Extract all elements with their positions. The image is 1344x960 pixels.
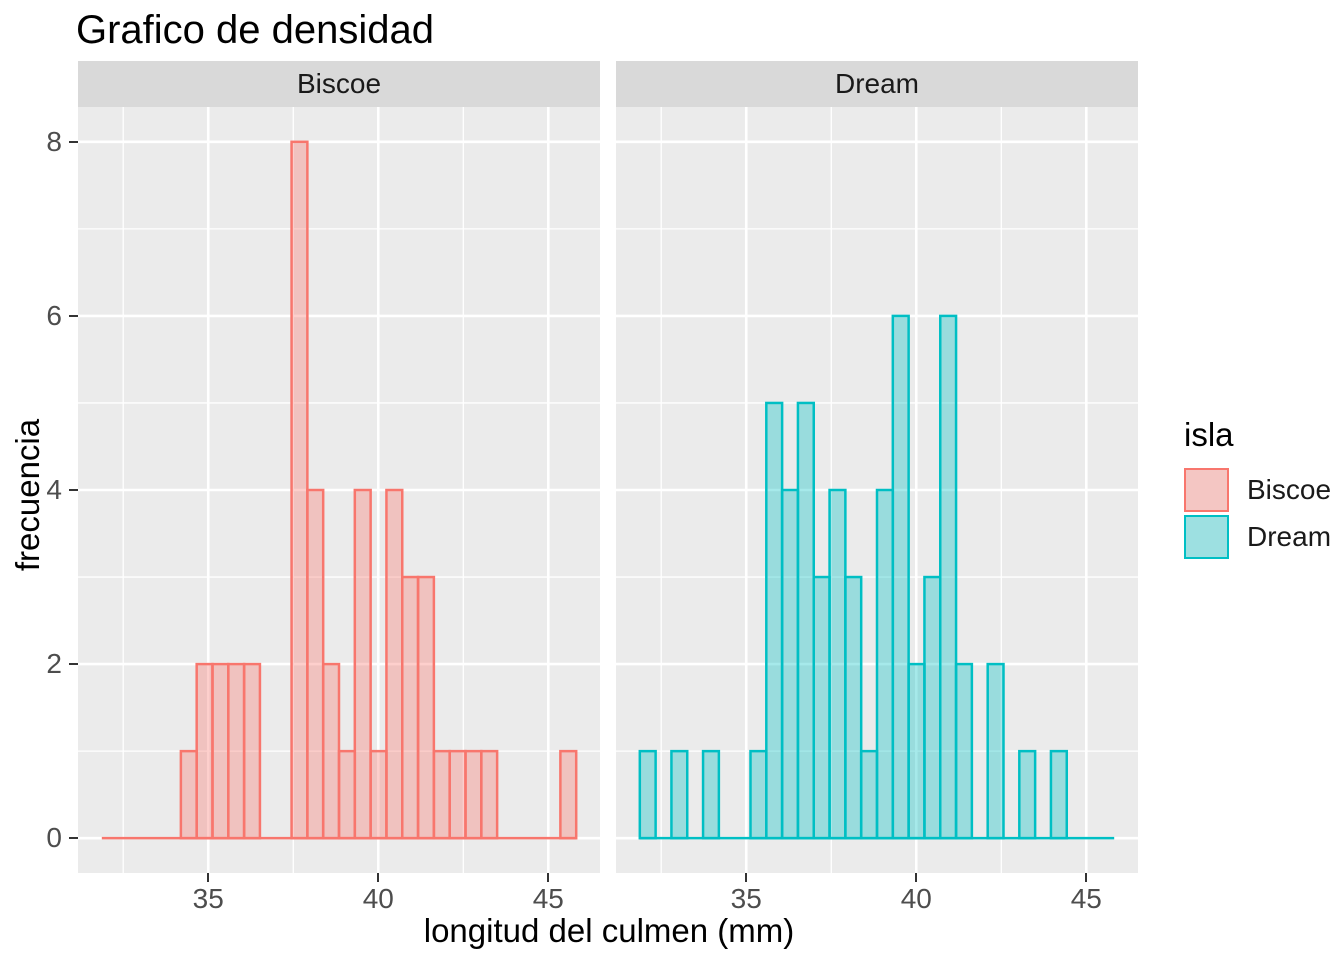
histogram-bar xyxy=(195,662,214,840)
histogram-bar xyxy=(290,140,309,840)
histogram-bar xyxy=(179,749,198,840)
histogram-panel-biscoe xyxy=(78,107,600,873)
x-tick-mark xyxy=(207,873,210,882)
x-tick-mark xyxy=(547,873,550,882)
histogram-bar xyxy=(812,575,831,840)
histogram-bar xyxy=(796,401,815,840)
histogram-bar xyxy=(954,662,974,840)
facet-strip-biscoe: Biscoe xyxy=(78,61,600,107)
histogram-bar xyxy=(369,749,388,840)
histogram-bar xyxy=(480,749,499,840)
y-tick-mark xyxy=(69,663,78,666)
histogram-bar xyxy=(1049,749,1069,840)
y-tick-mark xyxy=(69,140,78,143)
histogram-bar xyxy=(559,749,578,840)
y-tick-label: 8 xyxy=(46,125,62,157)
x-tick-mark xyxy=(915,873,918,882)
legend-label-dream: Dream xyxy=(1247,521,1332,552)
legend-item-biscoe: Biscoe xyxy=(1184,468,1331,512)
histogram-bar xyxy=(432,749,451,840)
histogram-bar xyxy=(875,488,895,840)
x-tick-label: 45 xyxy=(1070,883,1102,914)
legend-key-biscoe xyxy=(1184,468,1229,512)
legend-label-biscoe: Biscoe xyxy=(1247,474,1332,505)
facet-strip-label-biscoe: Biscoe xyxy=(296,68,382,99)
histogram-bar xyxy=(844,575,863,840)
legend-swatch-biscoe xyxy=(1186,470,1227,510)
histogram-bar xyxy=(780,488,800,840)
histogram-bar xyxy=(227,662,246,840)
histogram-bar xyxy=(385,488,404,840)
histogram-bar xyxy=(670,749,689,840)
x-tick-label: 45 xyxy=(532,883,564,914)
facet-strip-dream: Dream xyxy=(616,61,1138,107)
histogram-bar xyxy=(986,662,1005,840)
legend-key-dream xyxy=(1184,515,1229,559)
legend: isla Biscoe Dream xyxy=(1184,416,1331,562)
histogram-bar xyxy=(859,749,879,840)
histogram-bar xyxy=(1018,749,1037,840)
x-tick-label: 40 xyxy=(900,883,932,914)
histogram-bar xyxy=(401,575,420,840)
x-tick-label: 35 xyxy=(192,883,224,914)
histogram-bar xyxy=(353,488,372,840)
y-tick-mark xyxy=(69,837,78,840)
legend-item-dream: Dream xyxy=(1184,515,1331,559)
y-tick-label: 4 xyxy=(46,474,62,505)
histogram-svg-biscoe xyxy=(78,107,600,873)
histogram-svg-dream xyxy=(616,107,1138,873)
x-tick-mark xyxy=(1085,873,1088,882)
histogram-bar xyxy=(242,662,262,840)
histogram-bar xyxy=(923,575,942,840)
histogram-bar xyxy=(211,662,230,840)
x-tick-mark xyxy=(745,873,748,882)
histogram-bar xyxy=(306,488,325,840)
y-axis-title: frecuencia xyxy=(9,418,46,572)
y-tick-label: 2 xyxy=(46,648,62,680)
y-tick-mark xyxy=(69,489,78,491)
histogram-bar xyxy=(448,749,467,840)
histogram-bar xyxy=(638,749,657,840)
y-tick-label: 0 xyxy=(46,822,62,854)
histogram-bar xyxy=(828,488,847,840)
x-axis-title: longitud del culmen (mm) xyxy=(423,912,795,949)
legend-title: isla xyxy=(1184,416,1234,453)
histogram-bar xyxy=(416,575,436,840)
x-tick-label: 35 xyxy=(730,883,762,914)
x-tick-label: 40 xyxy=(362,883,394,914)
histogram-bar xyxy=(765,401,784,840)
histogram-bar xyxy=(907,662,926,840)
histogram-bar xyxy=(464,749,483,840)
y-tick-label: 6 xyxy=(46,299,62,331)
legend-swatch-dream xyxy=(1186,517,1227,557)
plot-title: Grafico de densidad xyxy=(76,8,435,52)
histogram-bar xyxy=(321,662,341,840)
y-tick-mark xyxy=(69,314,78,317)
histogram-bar xyxy=(749,749,768,840)
facet-strip-label-dream: Dream xyxy=(834,68,919,99)
x-tick-mark xyxy=(377,873,380,882)
histogram-bar xyxy=(939,314,958,840)
histogram-bar xyxy=(337,749,357,840)
histogram-bar xyxy=(701,749,721,840)
histogram-panel-dream xyxy=(616,107,1138,873)
histogram-bar xyxy=(891,314,910,840)
